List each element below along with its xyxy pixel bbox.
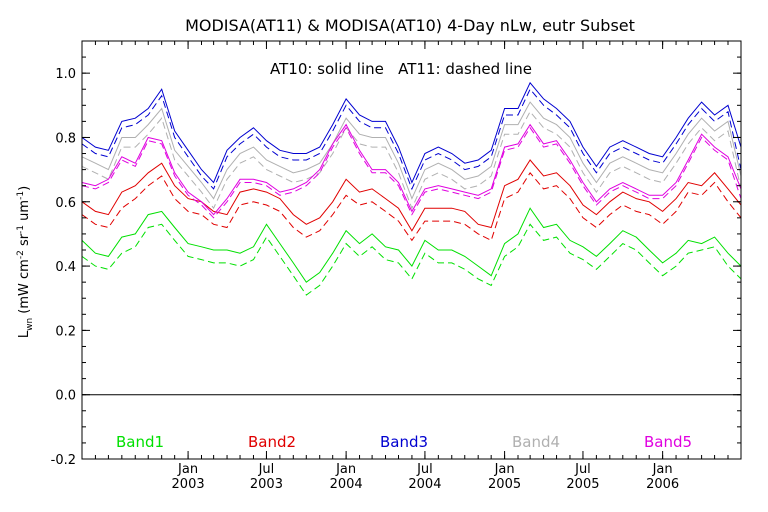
plot-frame: [81, 40, 742, 460]
band2-at10-line: [81, 159, 742, 232]
y-axis-label-exp1: -2: [16, 250, 26, 259]
band5-legend-label: Band5: [644, 433, 692, 451]
x-tick-month-label: Jan: [652, 462, 673, 477]
y-tick-label: 1.0: [55, 67, 76, 82]
band2-legend-label: Band2: [248, 433, 296, 451]
x-tick-month-label: Jan: [177, 462, 198, 477]
band3-at10-line: [81, 81, 742, 184]
y-axis-label-um: um: [17, 200, 32, 225]
band4-at11-line: [81, 110, 742, 210]
x-tick-year-label: 2005: [566, 477, 599, 492]
x-tick-year-label: 2003: [250, 477, 283, 492]
x-tick-year-label: 2004: [408, 477, 441, 492]
band4-legend-label: Band4: [512, 433, 560, 451]
x-tick-year-label: 2005: [488, 477, 521, 492]
y-axis-label-sr: sr: [17, 233, 32, 250]
y-tick-label: 0.0: [55, 389, 76, 404]
band-legend: Band1 Band2 Band3 Band4 Band5: [116, 433, 692, 451]
band5-at11-line: [81, 126, 742, 219]
chart-title: MODISA(AT11) & MODISA(AT10) 4-Day nLw, e…: [185, 16, 635, 35]
y-axis-label-units-open: (mW cm: [17, 259, 32, 318]
x-tick-month-label: Jan: [494, 462, 515, 477]
y-axis-label-units-close: ): [17, 186, 32, 191]
band2-at11-line: [81, 171, 742, 242]
y-tick-label: -0.2: [51, 453, 76, 468]
line-style-annotation: AT10: solid line AT11: dashed line: [270, 60, 532, 78]
x-tick-month-label: Jul: [258, 462, 275, 477]
band1-legend-label: Band1: [116, 433, 164, 451]
y-axis-label-symbol: L: [17, 330, 32, 338]
y-axis-label-exp2: -1: [16, 225, 26, 234]
y-tick-label: 0.6: [55, 196, 76, 211]
x-tick-month-label: Jul: [574, 462, 591, 477]
y-axis-label-exp3: -1: [16, 191, 26, 200]
band4-at10-line: [81, 101, 742, 200]
x-tick-year-label: 2004: [330, 477, 363, 492]
x-tick-month-label: Jul: [416, 462, 433, 477]
band1-at11-line: [81, 223, 742, 296]
y-tick-label: 0.2: [55, 324, 76, 339]
band1-at10-line: [81, 207, 742, 283]
band3-at11-line: [81, 88, 742, 191]
y-tick-label: 0.4: [55, 260, 76, 275]
band3-legend-label: Band3: [380, 433, 428, 451]
plot-marks: [81, 81, 742, 296]
y-tick-label: 0.8: [55, 131, 76, 146]
y-axis-label: Lwn (mW cm-2 sr-1 um-1): [16, 186, 35, 338]
y-axis-label-subscript: wn: [25, 318, 35, 331]
band5-at10-line: [81, 123, 742, 216]
axes: -0.20.00.20.40.60.81.0Jan2003Jul2003Jan2…: [51, 40, 742, 492]
x-tick-year-label: 2006: [646, 477, 679, 492]
x-tick-month-label: Jan: [335, 462, 356, 477]
x-tick-year-label: 2003: [172, 477, 205, 492]
